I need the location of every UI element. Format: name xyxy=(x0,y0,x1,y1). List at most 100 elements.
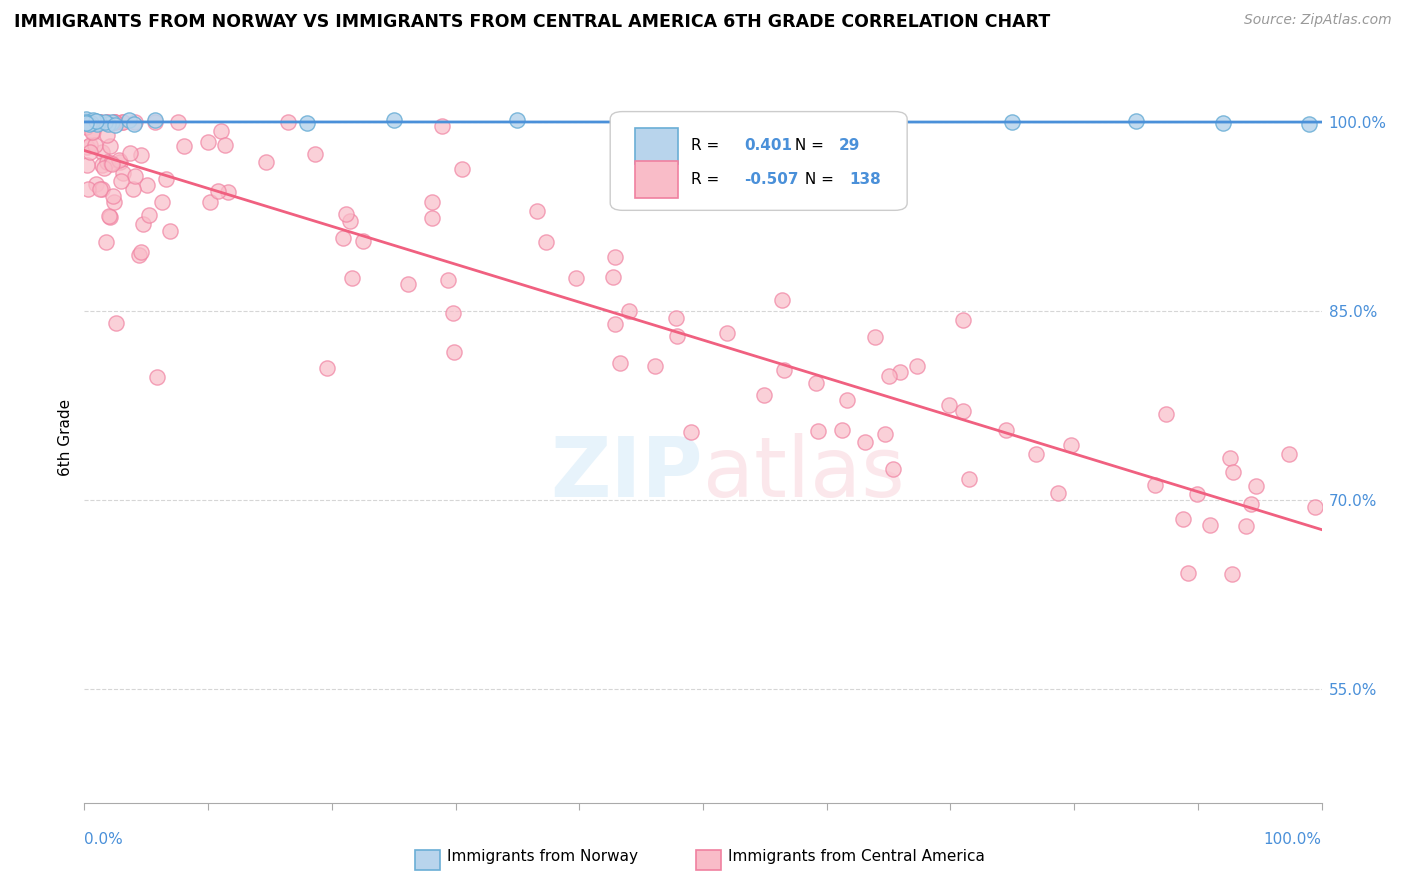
Point xyxy=(295,116,318,130)
Point xyxy=(564,270,586,285)
Point xyxy=(602,270,624,285)
Text: 29: 29 xyxy=(839,138,860,153)
Point xyxy=(952,404,974,418)
Point xyxy=(1060,437,1083,451)
Point xyxy=(1025,447,1047,461)
Point xyxy=(75,115,97,129)
Point xyxy=(77,115,100,129)
Point xyxy=(103,118,125,132)
Point xyxy=(877,369,900,384)
Point xyxy=(1185,487,1208,501)
Point xyxy=(197,135,219,149)
Y-axis label: 6th Grade: 6th Grade xyxy=(58,399,73,475)
Text: Immigrants from Central America: Immigrants from Central America xyxy=(728,849,986,863)
Point xyxy=(352,234,374,248)
Point xyxy=(905,359,928,373)
Point xyxy=(96,115,118,129)
Point xyxy=(87,114,110,128)
Point xyxy=(1173,512,1195,526)
Point xyxy=(111,115,134,129)
Point xyxy=(87,115,110,129)
Point xyxy=(853,435,876,450)
Point xyxy=(159,224,181,238)
Text: N =: N = xyxy=(800,172,838,187)
Point xyxy=(121,182,143,196)
Point xyxy=(77,117,100,131)
Point xyxy=(91,158,114,172)
Point xyxy=(316,361,339,376)
Point xyxy=(806,376,828,391)
Point xyxy=(534,235,557,249)
Point xyxy=(1212,116,1234,130)
Point xyxy=(104,115,127,129)
Point xyxy=(103,189,125,203)
Point xyxy=(100,157,122,171)
Point xyxy=(96,154,118,169)
Point xyxy=(75,114,97,128)
Text: IMMIGRANTS FROM NORWAY VS IMMIGRANTS FROM CENTRAL AMERICA 6TH GRADE CORRELATION : IMMIGRANTS FROM NORWAY VS IMMIGRANTS FRO… xyxy=(14,13,1050,31)
Text: -0.507: -0.507 xyxy=(744,172,799,187)
Point xyxy=(451,161,474,176)
Point xyxy=(84,115,107,129)
Point xyxy=(75,115,97,129)
Point xyxy=(89,182,111,196)
Point xyxy=(93,161,115,175)
Point xyxy=(443,345,465,359)
Point xyxy=(110,174,132,188)
Point xyxy=(91,145,114,159)
Point xyxy=(76,140,98,154)
Point xyxy=(75,120,97,134)
Point xyxy=(1143,478,1166,492)
Point xyxy=(1219,451,1241,466)
Point xyxy=(889,365,911,379)
Point xyxy=(84,114,107,128)
Point xyxy=(603,250,626,264)
Point xyxy=(1154,407,1177,421)
Point xyxy=(86,115,108,129)
Point xyxy=(952,313,974,327)
Point xyxy=(143,112,166,127)
Point xyxy=(198,194,221,209)
Point xyxy=(831,423,853,437)
Point xyxy=(82,125,104,139)
Point xyxy=(1199,518,1222,533)
Point xyxy=(211,124,233,138)
Point xyxy=(994,423,1017,437)
Point xyxy=(382,112,405,127)
Point xyxy=(107,153,129,167)
Point xyxy=(89,115,111,129)
Point xyxy=(396,277,419,292)
Point xyxy=(94,115,117,129)
Point xyxy=(335,207,357,221)
Point xyxy=(83,115,105,129)
Point xyxy=(84,114,107,128)
FancyBboxPatch shape xyxy=(636,161,678,198)
Point xyxy=(136,178,159,192)
Point xyxy=(97,117,120,131)
FancyBboxPatch shape xyxy=(610,112,907,211)
Point xyxy=(124,169,146,184)
Point xyxy=(1298,117,1320,131)
Point xyxy=(752,388,775,402)
Point xyxy=(437,273,460,287)
Point xyxy=(277,115,299,129)
Point xyxy=(80,115,103,129)
Point xyxy=(863,330,886,344)
Point xyxy=(716,326,738,341)
Point xyxy=(603,318,626,332)
Point xyxy=(82,113,104,128)
Point xyxy=(773,362,796,376)
Point xyxy=(666,329,689,343)
Point xyxy=(1125,114,1147,128)
Point xyxy=(103,194,125,209)
Point xyxy=(103,115,125,129)
Point xyxy=(841,113,863,128)
FancyBboxPatch shape xyxy=(636,128,678,164)
Point xyxy=(1222,465,1244,479)
Point xyxy=(1001,115,1024,129)
Point xyxy=(96,115,118,129)
Point xyxy=(75,115,97,129)
Point xyxy=(1234,519,1257,533)
Point xyxy=(873,426,896,441)
Point xyxy=(138,209,160,223)
